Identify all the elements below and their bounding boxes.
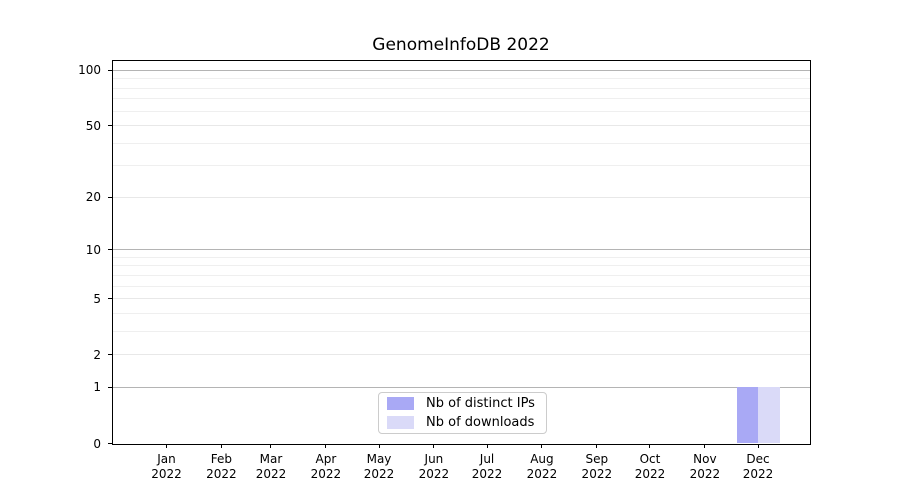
legend: Nb of distinct IPs Nb of downloads xyxy=(378,392,547,434)
legend-label-downloads: Nb of downloads xyxy=(426,415,535,430)
x-tick-label: Dec 2022 xyxy=(742,451,774,481)
minor-gridline xyxy=(112,274,810,276)
nb-of-downloads-bar-dec xyxy=(758,387,780,444)
minor-gridline xyxy=(112,265,810,267)
x-tick-label: Sep 2022 xyxy=(581,451,613,481)
y-tick-label: 20 xyxy=(85,190,101,205)
y-tick-mark xyxy=(108,298,112,300)
x-tick-mark xyxy=(166,444,167,448)
major-gridline xyxy=(112,249,810,251)
y-tick-mark xyxy=(108,386,112,388)
x-tick-label: Mar 2022 xyxy=(255,451,287,481)
y-tick-label: 100 xyxy=(78,63,101,78)
y-tick-mark xyxy=(108,249,112,251)
x-tick-mark xyxy=(378,444,380,448)
minor-gridline xyxy=(112,87,810,89)
chart-title: GenomeInfoDB 2022 xyxy=(372,35,550,55)
x-tick-mark xyxy=(757,444,759,448)
minor-gridline xyxy=(112,196,810,198)
y-tick-label: 5 xyxy=(93,291,101,306)
minor-gridline xyxy=(112,98,810,100)
x-tick-label: Jun 2022 xyxy=(418,451,450,481)
major-gridline xyxy=(112,386,810,388)
legend-swatch-distinct-ips xyxy=(387,397,414,410)
minor-gridline xyxy=(112,354,810,356)
minor-gridline xyxy=(112,78,810,80)
x-tick-label: Oct 2022 xyxy=(634,451,666,481)
minor-gridline xyxy=(112,330,810,332)
legend-swatch-downloads xyxy=(387,416,414,429)
minor-gridline xyxy=(112,285,810,287)
y-tick-mark xyxy=(108,354,112,356)
x-tick-label: Aug 2022 xyxy=(526,451,558,481)
legend-label-distinct-ips: Nb of distinct IPs xyxy=(426,396,535,411)
x-tick-label: Nov 2022 xyxy=(689,451,721,481)
y-tick-label: 2 xyxy=(93,347,101,362)
x-tick-label: Feb 2022 xyxy=(206,451,237,481)
x-tick-mark xyxy=(433,444,435,448)
x-tick-label: Apr 2022 xyxy=(310,451,342,481)
x-tick-mark xyxy=(596,444,598,448)
y-tick-mark xyxy=(108,443,112,444)
minor-gridline xyxy=(112,256,810,258)
x-tick-label: May 2022 xyxy=(363,451,395,481)
y-tick-label: 1 xyxy=(93,380,101,395)
x-tick-mark xyxy=(704,444,706,448)
legend-item-distinct-ips: Nb of distinct IPs xyxy=(387,396,538,411)
x-tick-mark xyxy=(649,444,651,448)
x-tick-mark xyxy=(486,444,488,448)
minor-gridline xyxy=(112,142,810,144)
y-tick-label: 0 xyxy=(93,436,101,451)
y-tick-label: 10 xyxy=(85,242,101,257)
minor-gridline xyxy=(112,165,810,167)
minor-gridline xyxy=(112,125,810,127)
y-tick-mark xyxy=(108,69,112,71)
x-tick-mark xyxy=(220,444,222,448)
minor-gridline xyxy=(112,312,810,314)
minor-gridline xyxy=(112,110,810,112)
y-tick-mark xyxy=(108,196,112,198)
x-tick-mark xyxy=(270,444,272,448)
legend-item-downloads: Nb of downloads xyxy=(387,415,538,430)
x-tick-label: Jan 2022 xyxy=(151,451,182,481)
y-tick-mark xyxy=(108,125,112,127)
nb-of-distinct-ips-bar-dec xyxy=(736,387,758,444)
x-tick-mark xyxy=(541,444,543,448)
x-tick-mark xyxy=(325,444,327,448)
minor-gridline xyxy=(112,298,810,300)
x-tick-label: Jul 2022 xyxy=(471,451,503,481)
major-gridline xyxy=(112,69,810,71)
y-tick-label: 50 xyxy=(85,118,101,133)
